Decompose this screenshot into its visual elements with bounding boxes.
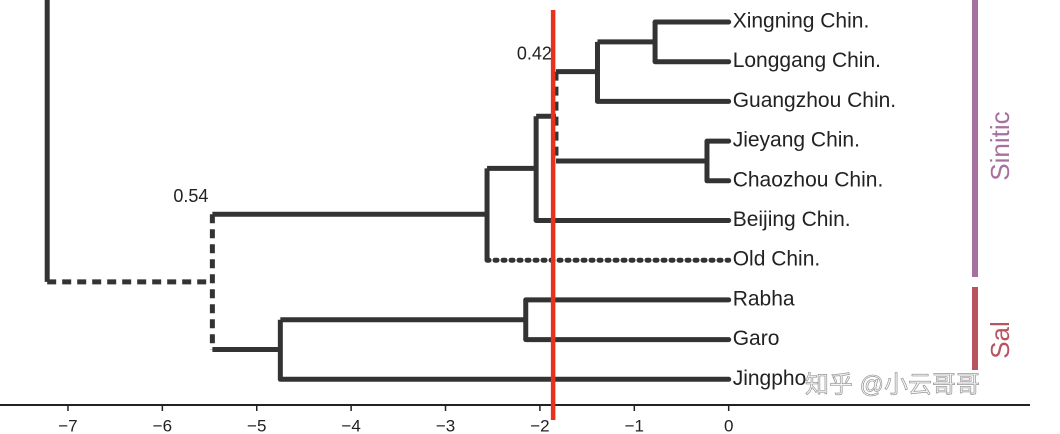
- leaf-label: Chaozhou Chin.: [733, 168, 884, 191]
- x-tick-label: −4: [341, 416, 360, 434]
- group-label: Sal: [985, 321, 1015, 359]
- group-bar: [972, 287, 978, 370]
- leaf-label: Jingpho: [733, 367, 807, 390]
- leaf-label: Longgang Chin.: [733, 49, 881, 72]
- support-label: 0.54: [173, 186, 208, 206]
- leaf-label: Beijing Chin.: [733, 208, 851, 231]
- x-tick-label: −6: [153, 416, 172, 434]
- leaf-label: Old Chin.: [733, 248, 821, 271]
- leaf-label: Rabha: [733, 287, 795, 310]
- support-label: 0.42: [517, 43, 552, 63]
- group-label: Sinitic: [985, 111, 1015, 180]
- x-tick-label: −2: [530, 416, 549, 434]
- x-tick-label: −3: [436, 416, 455, 434]
- x-tick-label: −5: [247, 416, 266, 434]
- leaf-label: Garo: [733, 327, 780, 350]
- leaf-label: Xingning Chin.: [733, 10, 870, 33]
- leaf-label: Jieyang Chin.: [733, 129, 860, 152]
- leaf-label: Guangzhou Chin.: [733, 89, 896, 112]
- watermark: 知乎 @小云哥哥: [805, 371, 980, 398]
- x-tick-label: −1: [625, 416, 644, 434]
- group-bar: [972, 0, 978, 277]
- tree: [44, 0, 732, 382]
- x-tick-label: −7: [58, 416, 77, 434]
- x-tick-label: 0: [724, 416, 733, 434]
